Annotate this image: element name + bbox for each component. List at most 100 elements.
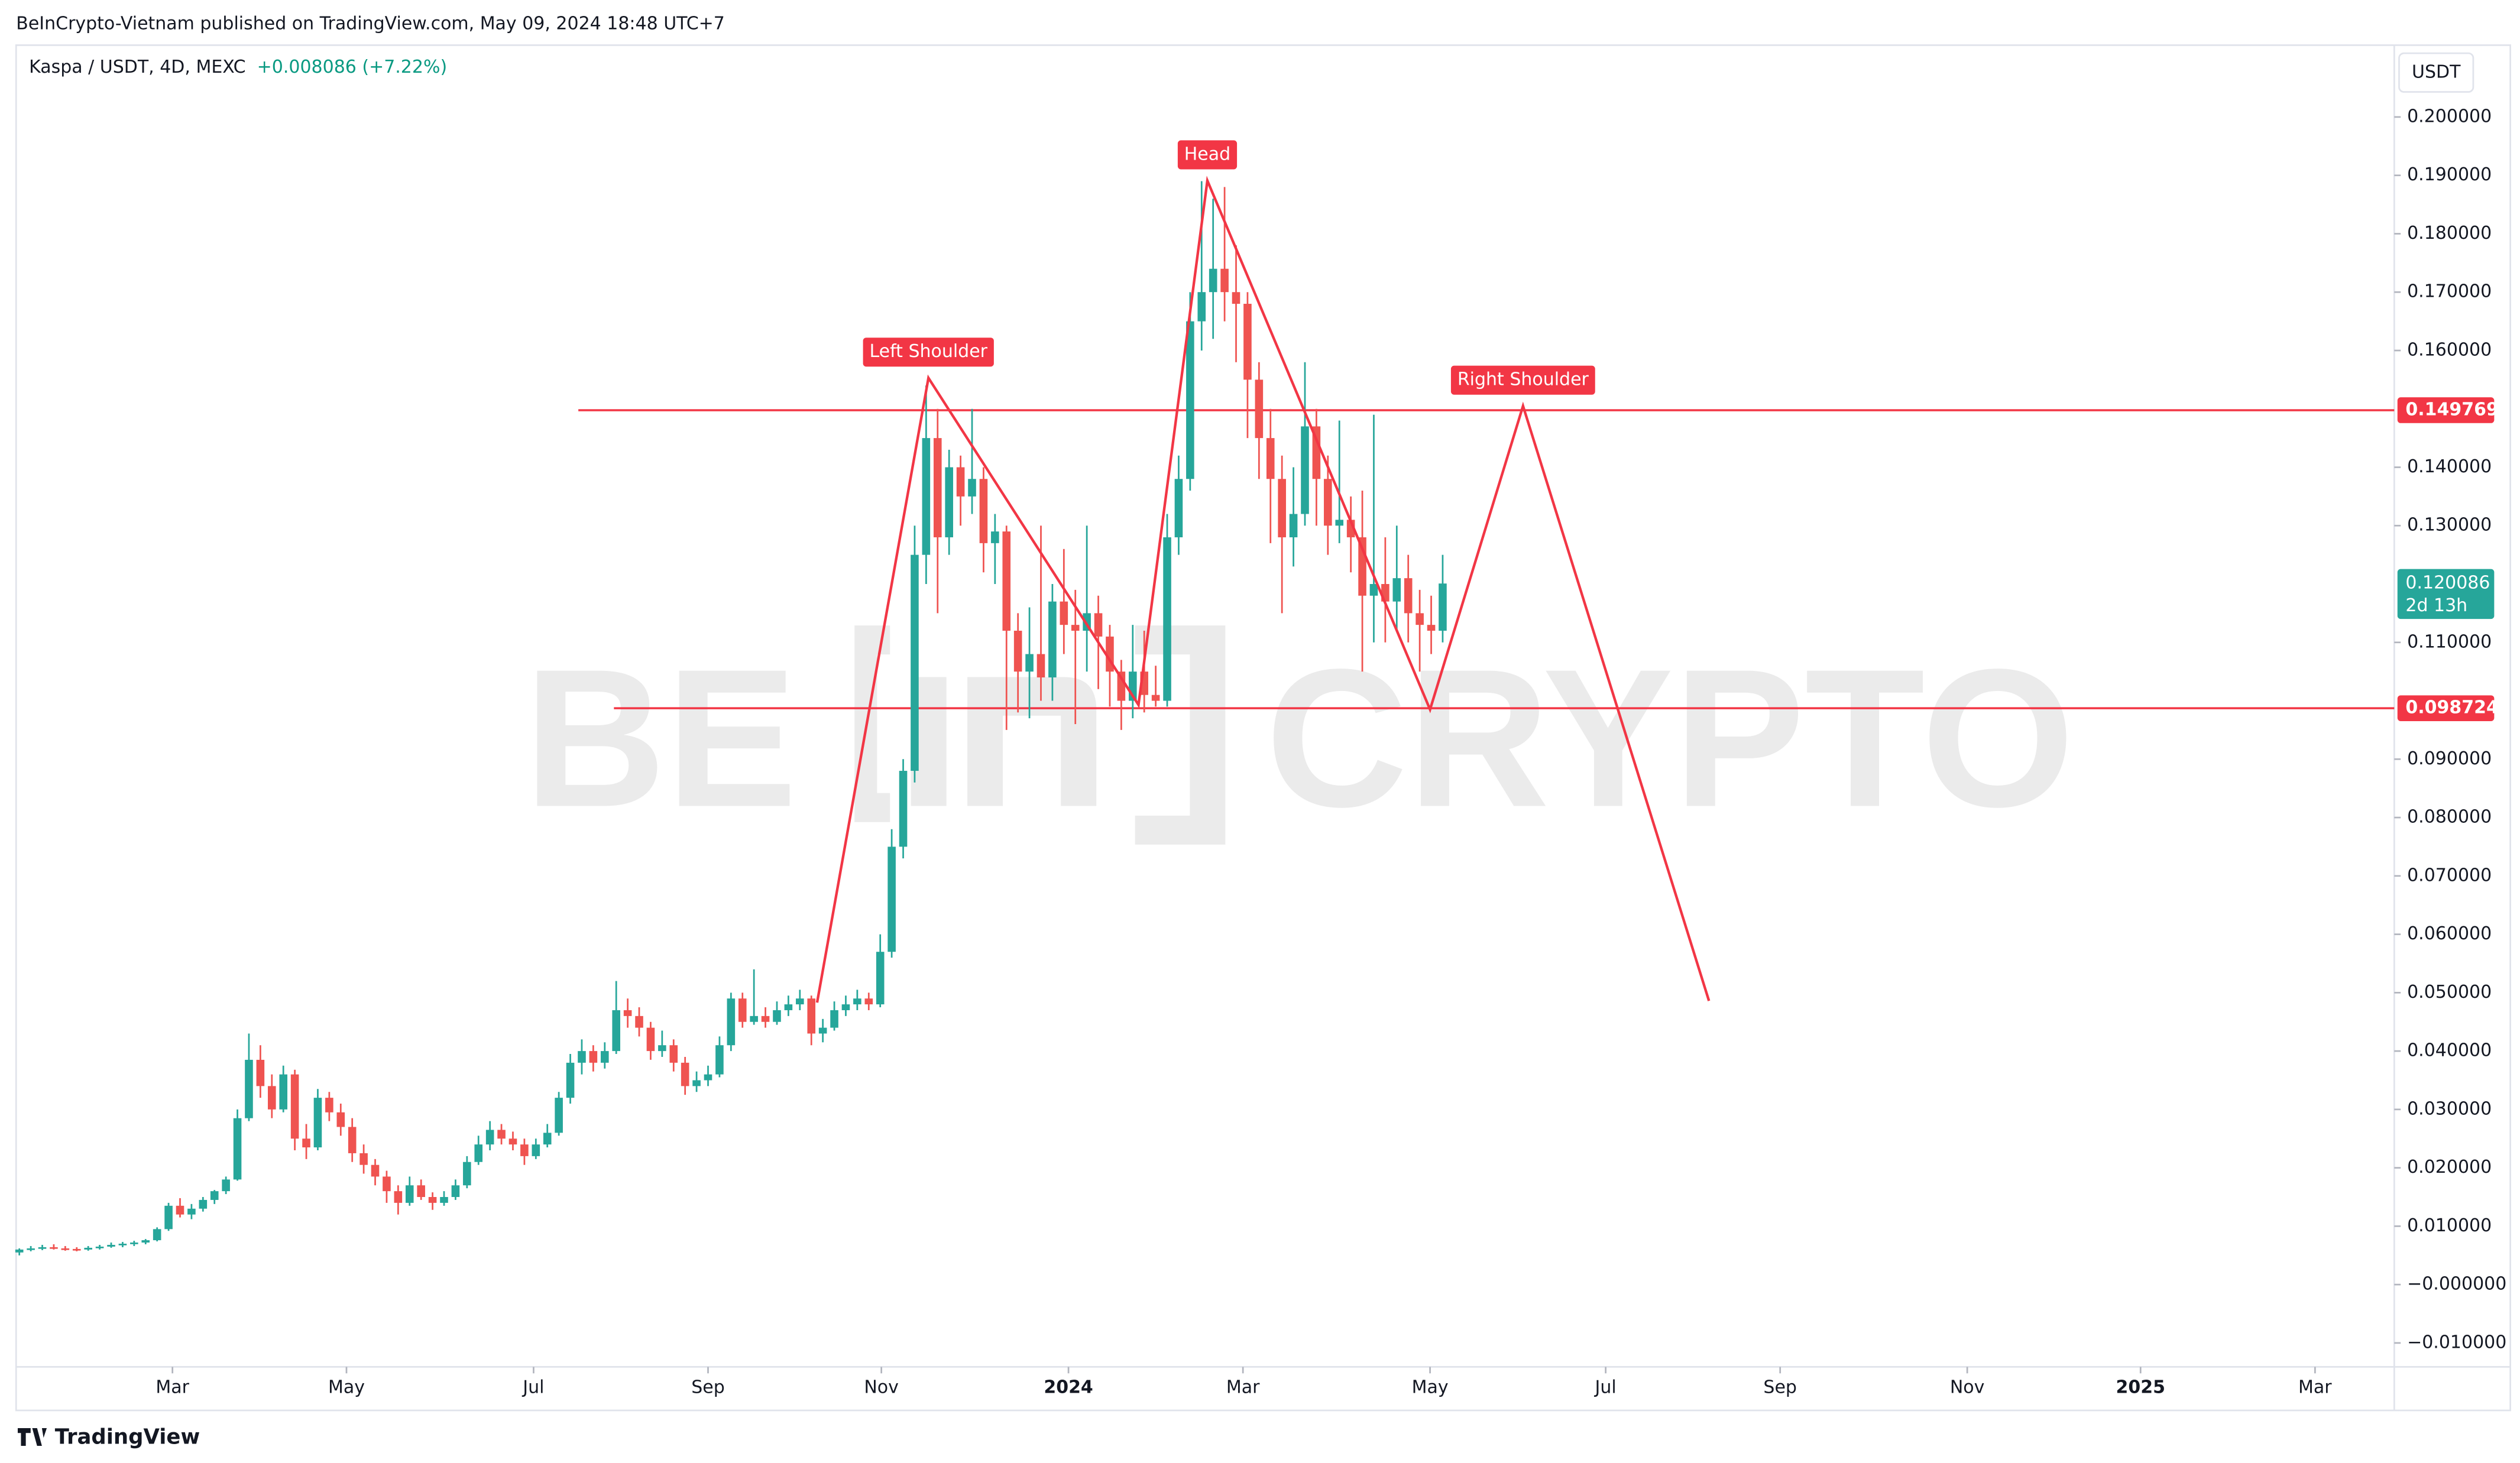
candle-body (84, 1247, 92, 1250)
candle-body (1048, 601, 1057, 678)
candle-body (899, 771, 908, 847)
candle-body (968, 479, 976, 497)
watermark: BE CRYPTO (524, 625, 2074, 848)
brand-logo (17, 1428, 47, 1446)
candle-body (1289, 514, 1298, 537)
pattern-label: Left Shoulder (870, 341, 988, 362)
candle-body (222, 1179, 230, 1192)
candle-body (1301, 426, 1309, 514)
candle-body (566, 1062, 575, 1098)
candle-body (290, 1074, 299, 1139)
y-tick-label: 0.020000 (2407, 1157, 2492, 1177)
candle-body (61, 1248, 70, 1250)
currency[interactable]: USDT (2412, 61, 2461, 82)
x-tick-label: Jul (522, 1377, 544, 1397)
candle-body (1186, 321, 1194, 479)
candle-body (15, 1249, 24, 1253)
candle-body (176, 1205, 184, 1215)
y-tick-label: 0.200000 (2407, 106, 2492, 126)
candle-body (1232, 292, 1240, 304)
candle-body (1369, 584, 1378, 596)
chart-title: Kaspa / USDT, 4D, MEXC (29, 57, 246, 77)
candle-body (727, 998, 736, 1046)
candle-body (199, 1199, 208, 1209)
level-price-label: 0.149769 (2405, 399, 2498, 420)
watermark-left: BE (524, 628, 797, 848)
candle-body (818, 1027, 827, 1034)
candle-body (1036, 654, 1045, 678)
pattern-label-box (1450, 365, 1595, 395)
candle-body (1439, 583, 1447, 631)
candle-body (945, 467, 953, 537)
candle-body (451, 1185, 460, 1198)
candle-body (796, 998, 804, 1005)
pattern-line (815, 176, 1711, 1003)
candle-body (1163, 537, 1171, 701)
candle-body (1013, 631, 1022, 672)
y-tick-label: 0.180000 (2407, 223, 2492, 244)
candle-body (612, 1010, 620, 1052)
x-tick-label: Jul (1594, 1377, 1617, 1397)
level-price-label: 0.098724 (2405, 698, 2498, 718)
candle-body (1416, 613, 1424, 625)
candle-body (830, 1010, 838, 1028)
candle-body (1002, 531, 1011, 631)
candle-body (130, 1243, 138, 1244)
candle-body (153, 1229, 161, 1241)
brand: TradingView (55, 1425, 200, 1449)
pattern-label-box (863, 338, 994, 367)
candle-body (187, 1208, 196, 1215)
y-tick-label: −0.010000 (2407, 1332, 2506, 1352)
candle-body (922, 438, 931, 555)
pattern-label: Head (1184, 144, 1230, 164)
candle-body (887, 846, 896, 952)
currency-box[interactable] (2398, 52, 2474, 93)
pattern-label-box (1177, 140, 1238, 170)
candle-body (95, 1246, 104, 1248)
candle-body (578, 1051, 586, 1063)
candle-body (1335, 520, 1344, 526)
y-tick-label: 0.170000 (2407, 281, 2492, 302)
candle-body (589, 1051, 598, 1063)
x-tick-label: Mar (156, 1377, 189, 1397)
x-tick-label: Nov (864, 1377, 899, 1397)
candle-body (715, 1045, 724, 1075)
candle-body (383, 1176, 391, 1192)
y-tick-label: 0.190000 (2407, 164, 2492, 185)
y-tick-label: 0.080000 (2407, 807, 2492, 828)
watermark-bracket (1135, 625, 1226, 845)
candle-body (1197, 292, 1206, 322)
candle-body (1312, 426, 1321, 479)
candle-body (555, 1098, 563, 1133)
last-price-label: 0.120086 (2405, 573, 2490, 593)
y-tick-label: 0.050000 (2407, 982, 2492, 1003)
y-tick-label: −0.000000 (2407, 1274, 2506, 1295)
candle-body (1243, 303, 1252, 380)
x-tick-label: Mar (2298, 1377, 2332, 1397)
candle-body (463, 1162, 471, 1186)
candle-body (245, 1059, 253, 1118)
candle-body (623, 1010, 632, 1016)
candle-body (520, 1144, 529, 1156)
candle-body (1266, 438, 1275, 479)
candle-body (336, 1112, 345, 1127)
candle-body (841, 1004, 850, 1010)
candle-body (532, 1144, 540, 1156)
candle-body (325, 1098, 333, 1112)
candle-body (313, 1098, 322, 1148)
candle-body (1404, 578, 1413, 614)
candle-body (485, 1130, 494, 1145)
candle-body (118, 1244, 127, 1245)
frame (15, 44, 2512, 1412)
candle-body (1151, 695, 1160, 701)
candle-body (750, 1016, 758, 1022)
candle-body (646, 1027, 655, 1052)
x-tick-label: 2025 (2116, 1377, 2165, 1397)
candles (15, 181, 1447, 1256)
candle-body (1071, 625, 1080, 631)
x-tick-label: Nov (1950, 1377, 1985, 1397)
y-tick-label: 0.090000 (2407, 748, 2492, 769)
candle-body (979, 479, 988, 543)
candle-body (773, 1010, 781, 1022)
